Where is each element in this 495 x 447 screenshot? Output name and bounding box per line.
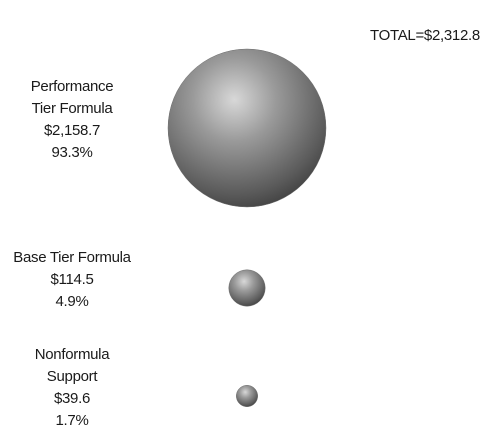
bubble-label: Performance Tier Formula $2,158.7 93.3% <box>2 76 142 164</box>
share-label: 4.9% <box>55 293 89 310</box>
share-label: 1.7% <box>55 412 89 429</box>
bubble <box>236 385 258 407</box>
bubble <box>167 48 327 208</box>
value-label: $2,158.7 <box>44 122 100 139</box>
value-label: $39.6 <box>53 390 91 407</box>
value-label: $114.5 <box>50 271 94 288</box>
category-label: Base Tier Formula <box>13 249 131 266</box>
category-label: Nonformula Support <box>34 346 110 385</box>
bubble-label: Nonformula Support $39.6 1.7% <box>2 344 142 432</box>
total-label: TOTAL=$2,312.8 <box>370 27 480 44</box>
share-label: 93.3% <box>51 144 93 161</box>
category-label: Performance Tier Formula <box>30 78 114 117</box>
bubble <box>228 269 266 307</box>
bubble-label: Base Tier Formula $114.5 4.9% <box>2 247 142 313</box>
